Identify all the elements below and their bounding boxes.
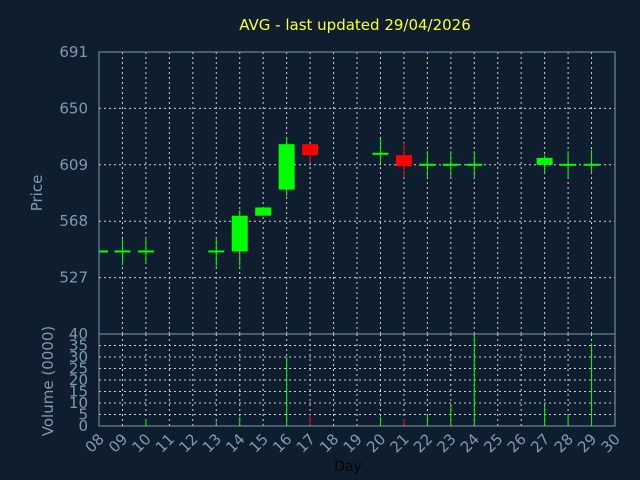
candlestick-series (99, 137, 600, 267)
volume-tick-label: 25 (69, 360, 88, 378)
volume-tick-label: 0 (78, 417, 88, 435)
candle-body (302, 144, 319, 156)
candle-body (255, 207, 272, 216)
volume-axis-label: Volume (0000) (39, 326, 57, 436)
price-tick-label: 527 (59, 269, 88, 287)
chart-title: AVG - last updated 29/04/2026 (239, 16, 471, 34)
price-tick-label: 609 (59, 156, 88, 174)
candle-body (536, 157, 553, 165)
volume-tick-label: 20 (69, 371, 88, 389)
candle-body (278, 144, 295, 190)
price-axis-label: Price (28, 175, 46, 212)
price-tick-label: 568 (59, 212, 88, 230)
candle-body (466, 163, 483, 166)
candle-body (372, 152, 389, 155)
candle-body (419, 163, 436, 166)
volume-tick-label: 10 (69, 394, 88, 412)
price-axis: 527 568 609 650 691 (59, 43, 88, 287)
volume-grid (99, 334, 615, 426)
volume-tick-label: 5 (78, 406, 88, 424)
candle-body (114, 250, 131, 253)
candle-body (99, 250, 108, 253)
candle-body (442, 163, 459, 166)
candle-body (395, 155, 412, 167)
candle-body (208, 250, 225, 253)
x-axis-label: Day (334, 459, 362, 475)
volume-series (145, 334, 593, 426)
candle-body (560, 163, 577, 166)
volume-tick-label: 15 (69, 383, 88, 401)
candle-body (231, 215, 248, 252)
price-tick-label: 691 (59, 43, 88, 61)
volume-tick-label: 35 (69, 337, 88, 355)
volume-panel-frame (98, 333, 616, 427)
price-tick-label: 650 (59, 99, 88, 117)
candle-body (137, 250, 154, 253)
volume-tick-label: 30 (69, 348, 88, 366)
candle-body (583, 163, 600, 166)
x-axis: 0809101112131415161718192021222324252627… (82, 430, 624, 456)
volume-tick-label: 40 (69, 325, 88, 343)
